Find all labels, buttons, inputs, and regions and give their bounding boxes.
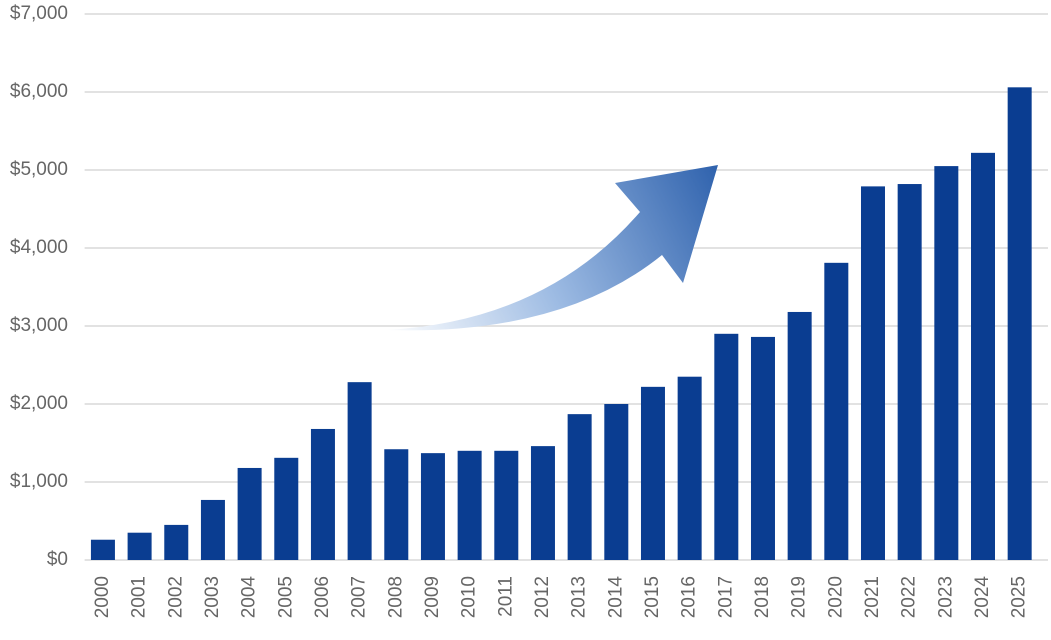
x-tick-label: 2021 [862, 576, 883, 618]
bar [750, 336, 775, 560]
bar [640, 386, 665, 560]
x-tick-label: 2007 [349, 576, 370, 618]
x-tick-label: 2023 [935, 576, 956, 618]
bar [127, 532, 152, 560]
y-tick-label: $7,000 [10, 3, 68, 24]
x-tick-label: 2008 [385, 576, 406, 618]
x-tick-label: 2019 [789, 576, 810, 618]
y-tick-label: $4,000 [10, 237, 68, 258]
trend-arrow [385, 165, 718, 331]
bar [310, 428, 335, 560]
y-tick-label: $3,000 [10, 315, 68, 336]
x-tick-label: 2003 [202, 576, 223, 618]
x-tick-label: 2022 [899, 576, 920, 618]
x-tick-label: 2001 [129, 576, 150, 618]
x-tick-label: 2012 [532, 576, 553, 618]
bar [824, 262, 849, 560]
bar [420, 453, 445, 560]
bar [164, 524, 189, 560]
bar [860, 186, 885, 560]
x-tick-label: 2015 [642, 576, 663, 618]
x-tick-label: 2009 [422, 576, 443, 618]
bar [897, 184, 922, 561]
x-tick-label: 2025 [1009, 576, 1030, 618]
x-tick-label: 2020 [825, 576, 846, 618]
x-tick-label: 2018 [752, 576, 773, 618]
x-tick-label: 2016 [679, 576, 700, 618]
bar [530, 446, 555, 560]
bar [274, 457, 299, 560]
bar [200, 499, 225, 560]
y-tick-label: $0 [47, 549, 68, 570]
x-tick-label: 2011 [495, 576, 516, 617]
bar [934, 166, 959, 560]
x-tick-label: 2005 [275, 576, 296, 618]
bar [347, 382, 372, 560]
x-tick-label: 2000 [92, 576, 113, 618]
y-tick-label: $1,000 [10, 471, 68, 492]
bar [677, 376, 702, 560]
x-tick-label: 2014 [605, 576, 626, 619]
bar [494, 450, 519, 560]
y-tick-label: $5,000 [10, 159, 68, 180]
x-tick-label: 2013 [569, 576, 590, 618]
bars [90, 87, 1032, 561]
x-tick-label: 2002 [165, 576, 186, 618]
bar [970, 152, 995, 560]
bar [714, 333, 739, 560]
bar [787, 311, 812, 560]
bar [384, 449, 409, 560]
x-tick-label: 2006 [312, 576, 333, 618]
bar [567, 414, 592, 560]
x-tick-label: 2024 [972, 576, 993, 619]
bar [237, 467, 262, 560]
bar [457, 450, 482, 560]
x-tick-label: 2017 [715, 576, 736, 618]
y-tick-label: $2,000 [10, 393, 68, 414]
bar [604, 404, 629, 560]
y-tick-label: $6,000 [10, 81, 68, 102]
x-tick-label: 2010 [459, 576, 480, 618]
bar [90, 539, 115, 560]
x-tick-label: 2004 [239, 576, 260, 619]
bar [1007, 87, 1032, 560]
